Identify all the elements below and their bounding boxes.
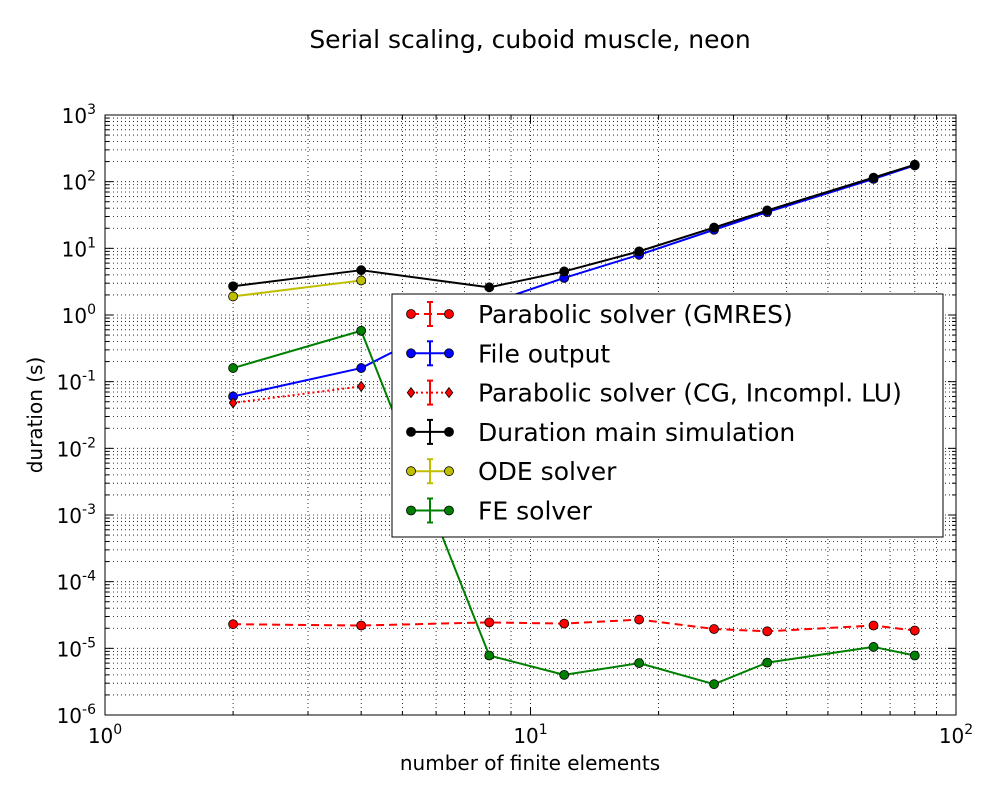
data-point — [484, 282, 495, 293]
data-point — [228, 397, 238, 409]
series-4 — [228, 275, 367, 302]
data-point — [634, 658, 645, 669]
series-line — [232, 385, 362, 404]
legend-label: FE solver — [478, 497, 593, 526]
legend-box — [391, 293, 944, 538]
y-tick-label: 10-1 — [57, 369, 96, 395]
data-point — [762, 626, 773, 637]
y-tick-label: 10-2 — [57, 435, 96, 461]
data-point — [484, 650, 495, 661]
legend-marker — [406, 505, 416, 516]
legend-entry: Parabolic solver (CG, Incompl. LU) — [406, 379, 902, 408]
legend-entry: File output — [406, 339, 610, 368]
y-tick-label: 10-3 — [57, 502, 96, 528]
legend-marker — [406, 466, 416, 477]
legend-marker — [444, 348, 454, 359]
data-point — [484, 617, 495, 628]
legend-label: File output — [478, 339, 610, 368]
data-point — [228, 291, 238, 302]
y-tick-label: 10-4 — [57, 569, 97, 595]
x-tick-label: 102 — [939, 722, 973, 748]
data-point — [909, 625, 920, 636]
legend-label: Parabolic solver (CG, Incompl. LU) — [478, 379, 902, 408]
data-point — [762, 657, 773, 668]
legend-marker — [406, 348, 416, 359]
data-point — [868, 620, 879, 631]
data-point — [762, 205, 773, 216]
y-tick-label: 102 — [62, 169, 96, 195]
plot-frame — [104, 114, 957, 716]
data-point — [356, 363, 367, 373]
legend-marker — [444, 309, 454, 319]
legend-label: Duration main simulation — [478, 418, 795, 447]
legend-marker — [406, 386, 416, 399]
x-tick-labels: 100 101 102 — [88, 722, 973, 748]
data-point — [559, 669, 570, 680]
data-point — [709, 624, 719, 634]
y-tick-label: 10-6 — [57, 702, 97, 728]
series-layer — [228, 159, 920, 690]
data-point — [356, 275, 367, 286]
data-point — [868, 172, 879, 183]
x-tick-label: 101 — [513, 722, 547, 748]
legend-label: Parabolic solver (GMRES) — [478, 300, 793, 329]
legend-marker — [444, 505, 454, 516]
legend-entry: FE solver — [406, 497, 593, 526]
data-point — [356, 380, 366, 393]
legend-marker — [406, 309, 416, 319]
chart-title: Serial scaling, cuboid muscle, neon — [309, 25, 750, 54]
series-2 — [228, 380, 366, 409]
legend-marker — [444, 426, 454, 437]
data-point — [356, 620, 367, 631]
legend-entry: Duration main simulation — [406, 418, 795, 447]
data-point — [634, 614, 645, 625]
series-0 — [228, 614, 920, 637]
legend-entry: Parabolic solver (GMRES) — [406, 300, 793, 329]
data-point — [559, 618, 570, 629]
x-tick-label: 100 — [88, 722, 122, 748]
data-point — [709, 679, 719, 690]
data-point — [868, 642, 879, 652]
legend-entries: Parabolic solver (GMRES) File output Parab… — [406, 300, 902, 526]
legend-marker — [444, 386, 454, 399]
legend-marker — [444, 466, 454, 477]
y-axis-label: duration (s) — [23, 357, 47, 474]
data-point — [228, 363, 238, 373]
legend-marker — [406, 426, 416, 437]
data-point — [634, 246, 645, 257]
series-3 — [228, 159, 920, 293]
legend: Parabolic solver (GMRES) File output Parab… — [391, 293, 944, 538]
data-point — [356, 265, 367, 276]
legend-entry: ODE solver — [406, 457, 617, 486]
data-point — [709, 222, 719, 233]
y-tick-labels: 10-6 10-5 10-4 10-3 10-2 10-1 100 101 102 103 — [57, 102, 97, 728]
x-axis-label: number of finite elements — [400, 751, 660, 775]
data-point — [909, 650, 920, 661]
series-line — [232, 279, 362, 298]
data-point — [559, 266, 570, 277]
data-point — [228, 281, 238, 292]
data-point — [356, 325, 367, 336]
y-tick-label: 103 — [62, 102, 96, 128]
data-point — [909, 159, 920, 170]
y-tick-label: 100 — [62, 302, 96, 328]
y-tick-label: 10-5 — [57, 635, 96, 661]
y-tick-label: 101 — [62, 235, 96, 261]
legend-label: ODE solver — [478, 457, 617, 486]
data-point — [228, 619, 238, 630]
